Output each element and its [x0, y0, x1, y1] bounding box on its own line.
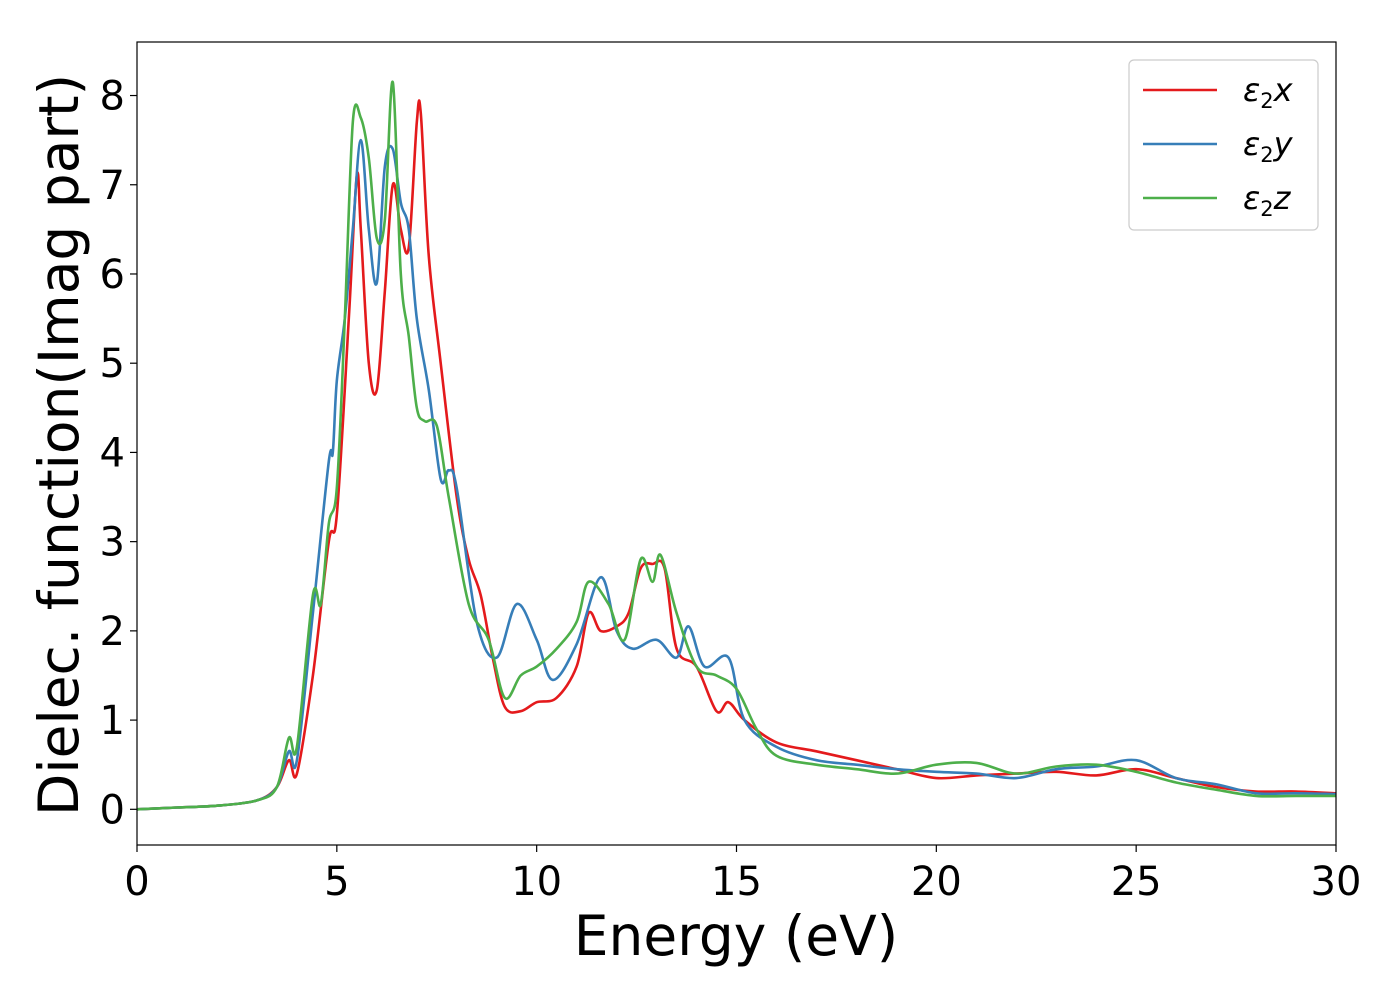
x-tick-label: 15: [711, 859, 762, 905]
series-line-y: [136, 138, 1337, 811]
x-tick-label: 20: [911, 859, 962, 905]
y-tick-label: 0: [100, 787, 125, 833]
x-tick-label: 0: [124, 859, 149, 905]
legend: ε2x ε2y ε2z: [1128, 59, 1319, 231]
y-tick-label: 3: [100, 520, 125, 566]
series-layer: [136, 80, 1337, 811]
x-tick-label: 25: [1111, 859, 1162, 905]
x-tick-label: 5: [324, 859, 349, 905]
legend-label-x: ε2x: [1243, 71, 1294, 113]
legend-box: [1128, 59, 1319, 231]
y-axis-title: Dielec. function(Imag part): [27, 74, 91, 816]
y-axis: 0 1 2 3 4 5 6 7 8: [100, 74, 137, 833]
legend-label-y: ε2y: [1243, 125, 1294, 167]
y-tick-label: 5: [100, 341, 125, 387]
legend-label-z: ε2z: [1243, 179, 1292, 221]
x-tick-label: 10: [511, 859, 562, 905]
y-tick-label: 8: [100, 74, 125, 120]
x-axis: 0 5 10 15 20 25 30: [124, 845, 1361, 905]
x-tick-label: 30: [1311, 859, 1362, 905]
series-line-z: [136, 80, 1336, 811]
x-axis-title: Energy (eV): [574, 904, 898, 968]
y-tick-label: 4: [100, 430, 125, 476]
y-tick-label: 6: [100, 252, 125, 298]
y-tick-label: 1: [100, 698, 125, 744]
series-line-x: [136, 99, 1337, 811]
y-tick-label: 7: [100, 163, 125, 209]
y-tick-label: 2: [100, 609, 125, 655]
